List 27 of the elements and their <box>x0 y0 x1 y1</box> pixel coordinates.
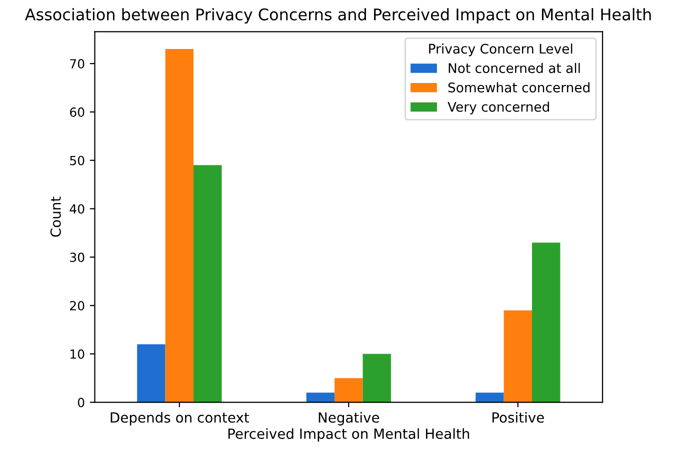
legend-label: Not concerned at all <box>448 62 580 74</box>
bar <box>194 165 222 402</box>
bar <box>504 310 532 402</box>
y-tick-label: 20 <box>70 300 84 310</box>
bar <box>165 49 194 402</box>
y-tick-label: 70 <box>70 59 84 68</box>
y-tick-label: 10 <box>70 349 84 359</box>
y-tick-label: 60 <box>70 107 84 117</box>
bar <box>334 378 363 402</box>
legend-label: Very concerned <box>448 102 549 114</box>
legend-label: Somewhat concerned <box>448 82 590 92</box>
bar <box>476 392 504 402</box>
y-tick-label: 0 <box>78 398 84 408</box>
y-tick-label: 30 <box>70 252 84 262</box>
y-tick-label: 40 <box>70 204 84 214</box>
chart-title: Association between Privacy Concerns and Perceived Impact on Mental Health <box>24 8 651 24</box>
x-tick-label: Depends on context <box>110 412 250 426</box>
legend-title: Privacy Concern Level <box>429 44 572 56</box>
y-axis-title: Count <box>50 196 61 237</box>
bar <box>362 354 391 402</box>
bar <box>306 392 335 402</box>
bar <box>137 344 166 402</box>
x-tick-label: Positive <box>492 412 544 423</box>
bar <box>532 242 560 402</box>
x-tick-label: Negative <box>318 412 380 426</box>
y-tick-label: 50 <box>70 156 84 166</box>
x-axis-title: Perceived Impact on Mental Health <box>228 428 470 442</box>
